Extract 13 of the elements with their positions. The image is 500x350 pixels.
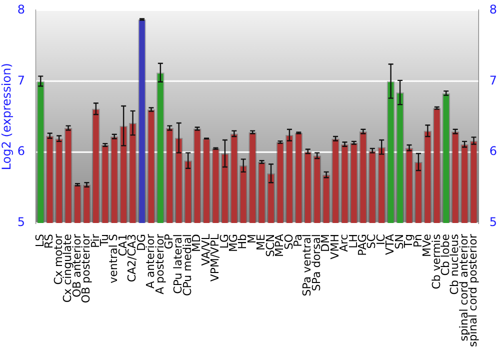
x-tick-label: Tg <box>402 234 416 249</box>
y-tick-label: 8 <box>17 2 26 16</box>
y2-tick-label: 7 <box>489 73 498 88</box>
y2-tick-label: 5 <box>489 215 498 230</box>
x-tick-label: OB posterior <box>80 234 93 304</box>
y-axis-title: Log2 (expression) <box>0 63 14 170</box>
y-tick-label: 5 <box>17 215 26 230</box>
y2-tick-label: 6 <box>489 144 498 158</box>
x-tick-label: A posterior <box>153 234 166 294</box>
y-tick-label: 6 <box>17 144 26 158</box>
x-tick-label: spinal cord posterior <box>466 234 480 348</box>
y-tick-label: 7 <box>17 73 26 88</box>
y2-tick-label: 8 <box>489 2 498 16</box>
